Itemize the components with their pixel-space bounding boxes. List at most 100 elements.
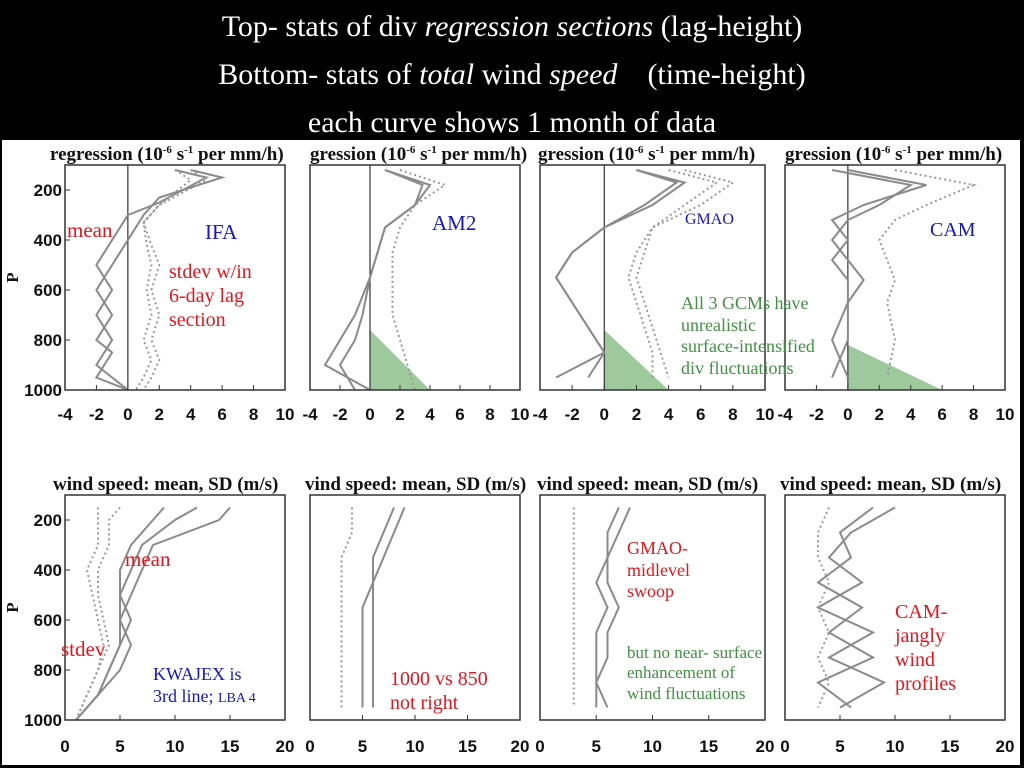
x-tick-label: 4 bbox=[906, 405, 916, 424]
annotation-cam: CAM bbox=[930, 219, 976, 241]
x-tick-label: 0 bbox=[843, 405, 852, 424]
x-tick-label: 10 bbox=[996, 405, 1015, 424]
x-tick-label: 6 bbox=[937, 405, 946, 424]
x-tick-label: -2 bbox=[89, 405, 104, 424]
shaded-region bbox=[604, 330, 669, 390]
x-tick-label: 6 bbox=[455, 405, 464, 424]
annotation-mean-top: mean bbox=[67, 218, 113, 242]
plot-frame bbox=[64, 164, 286, 391]
x-tick-label: 8 bbox=[485, 405, 494, 424]
series-line-2 bbox=[75, 506, 198, 721]
x-tick-label: 5 bbox=[358, 737, 367, 756]
x-tick-label: 20 bbox=[756, 737, 775, 756]
plot-frame bbox=[309, 164, 521, 391]
x-tick-label: 8 bbox=[969, 405, 978, 424]
annotation-gmao: GMAO bbox=[685, 211, 734, 228]
x-tick-label: -4 bbox=[302, 405, 318, 424]
x-tick-label: 4 bbox=[425, 405, 435, 424]
panel-title: vind speed: mean, SD (m/s) bbox=[537, 474, 758, 495]
y-tick-label: 800 bbox=[34, 331, 62, 350]
x-tick-label: 10 bbox=[406, 737, 425, 756]
shaded-region bbox=[370, 330, 430, 390]
x-tick-label: 20 bbox=[276, 737, 295, 756]
series-line-2 bbox=[816, 506, 876, 709]
annotation-stdev-lag: stdev w/in 6-day lag section bbox=[169, 261, 252, 331]
series-line-1 bbox=[372, 507, 406, 708]
shaded-region bbox=[847, 345, 943, 390]
panel-title: gression (10-6 s-1 per mm/h) bbox=[785, 144, 1002, 165]
chart-panel-am2: gression (10-6 s-1 per mm/h) -4 -2 0 2 4 6 8 10 bbox=[302, 144, 529, 424]
annotation-am2: AM2 bbox=[432, 211, 477, 235]
x-tick-label: 0 bbox=[305, 737, 314, 756]
chart-panel-cam: gression (10-6 s-1 per mm/h) -4 -2 0 2 4 6 8 10 bbox=[777, 144, 1014, 424]
annotation-no-surface: but no near- surface enhancement of wind… bbox=[627, 643, 763, 703]
y-tick-label: 400 bbox=[34, 561, 62, 580]
x-tick-label: 4 bbox=[186, 405, 196, 424]
x-tick-label: 2 bbox=[875, 405, 884, 424]
x-tick-label: 2 bbox=[155, 405, 164, 424]
series-line-2 bbox=[595, 507, 620, 708]
x-tick-label: 4 bbox=[664, 405, 674, 424]
x-tick-label: 15 bbox=[699, 737, 718, 756]
x-tick-label: 5 bbox=[592, 737, 601, 756]
series-line-5 bbox=[75, 506, 121, 721]
x-tick-label: 0 bbox=[600, 405, 609, 424]
chart-panel-ifa-wind: wind speed: mean, SD (m/s) 0 5 10 15 20 200 400… bbox=[3, 474, 294, 756]
annotation-gmao-swoop: GMAO- midlevel swoop bbox=[627, 538, 690, 602]
chart-panel-ifa: regression (10-6 s-1 per mm/h)-4 -2 0 2 4 6 8 1… bbox=[3, 144, 294, 424]
x-tick-label: 20 bbox=[996, 737, 1015, 756]
y-tick-label: 400 bbox=[34, 231, 62, 250]
x-tick-label: 0 bbox=[123, 405, 132, 424]
series-line-3 bbox=[878, 169, 978, 378]
x-tick-label: 8 bbox=[728, 405, 737, 424]
x-tick-label: 10 bbox=[756, 405, 775, 424]
x-tick-label: 0 bbox=[780, 737, 789, 756]
x-tick-label: -4 bbox=[532, 405, 548, 424]
series-line-3 bbox=[75, 506, 165, 721]
x-tick-label: 10 bbox=[276, 405, 295, 424]
title-line-1: Top- stats of div regression sections (l… bbox=[221, 10, 803, 43]
plot-frame bbox=[784, 164, 1006, 391]
y-tick-label: 200 bbox=[34, 511, 62, 530]
x-tick-label: 6 bbox=[217, 405, 226, 424]
annotation-1000-vs-850: 1000 vs 850 not right bbox=[390, 668, 488, 714]
x-tick-label: 0 bbox=[60, 737, 69, 756]
series-line-4 bbox=[635, 169, 720, 378]
x-tick-label: -2 bbox=[332, 405, 347, 424]
x-tick-label: 10 bbox=[511, 405, 530, 424]
y-tick-label: 600 bbox=[34, 611, 62, 630]
x-tick-label: 2 bbox=[632, 405, 641, 424]
x-tick-label: 6 bbox=[696, 405, 705, 424]
x-tick-label: 15 bbox=[458, 737, 477, 756]
x-tick-label: -2 bbox=[809, 405, 824, 424]
annotation-mean-bottom: mean bbox=[125, 547, 171, 571]
panel-title: gression (10-6 s-1 per mm/h) bbox=[538, 144, 755, 165]
series-line-3 bbox=[627, 169, 736, 378]
chart-panel-gmao: gression (10-6 s-1 per mm/h) -4 -2 0 2 4 6 8 10 bbox=[532, 144, 774, 424]
y-tick-label: 200 bbox=[34, 181, 62, 200]
panel-title: vind speed: mean, SD (m/s) bbox=[780, 474, 1001, 495]
x-tick-label: 2 bbox=[395, 405, 404, 424]
x-tick-label: 5 bbox=[115, 737, 124, 756]
title-line-2: Bottom- stats of total wind speed (time-… bbox=[218, 58, 806, 91]
title-line-3: each curve shows 1 month of data bbox=[307, 106, 717, 139]
x-tick-label: 0 bbox=[535, 737, 544, 756]
x-tick-label: 10 bbox=[166, 737, 185, 756]
series-line-2 bbox=[338, 169, 424, 391]
chart-panel-cam-wind: vind speed: mean, SD (m/s) 0 5 10 15 20 bbox=[780, 474, 1014, 756]
annotation-ifa: IFA bbox=[205, 220, 238, 244]
x-tick-label: 0 bbox=[365, 405, 374, 424]
x-tick-label: -4 bbox=[777, 405, 793, 424]
series-line-2 bbox=[94, 169, 226, 391]
x-tick-label: 15 bbox=[221, 737, 240, 756]
panel-title: regression (10-6 s-1 per mm/h) bbox=[50, 144, 284, 165]
y-tick-label: 1000 bbox=[24, 711, 62, 730]
y-axis-label: P bbox=[3, 602, 22, 612]
x-tick-label: 10 bbox=[643, 737, 662, 756]
y-tick-label: 800 bbox=[34, 661, 62, 680]
series-line-3 bbox=[816, 507, 831, 708]
panel-title: vind speed: mean, SD (m/s) bbox=[305, 474, 526, 495]
annotation-all3: All 3 GCMs have unrealistic surface-inte… bbox=[681, 293, 815, 378]
panel-title: wind speed: mean, SD (m/s) bbox=[53, 474, 278, 495]
